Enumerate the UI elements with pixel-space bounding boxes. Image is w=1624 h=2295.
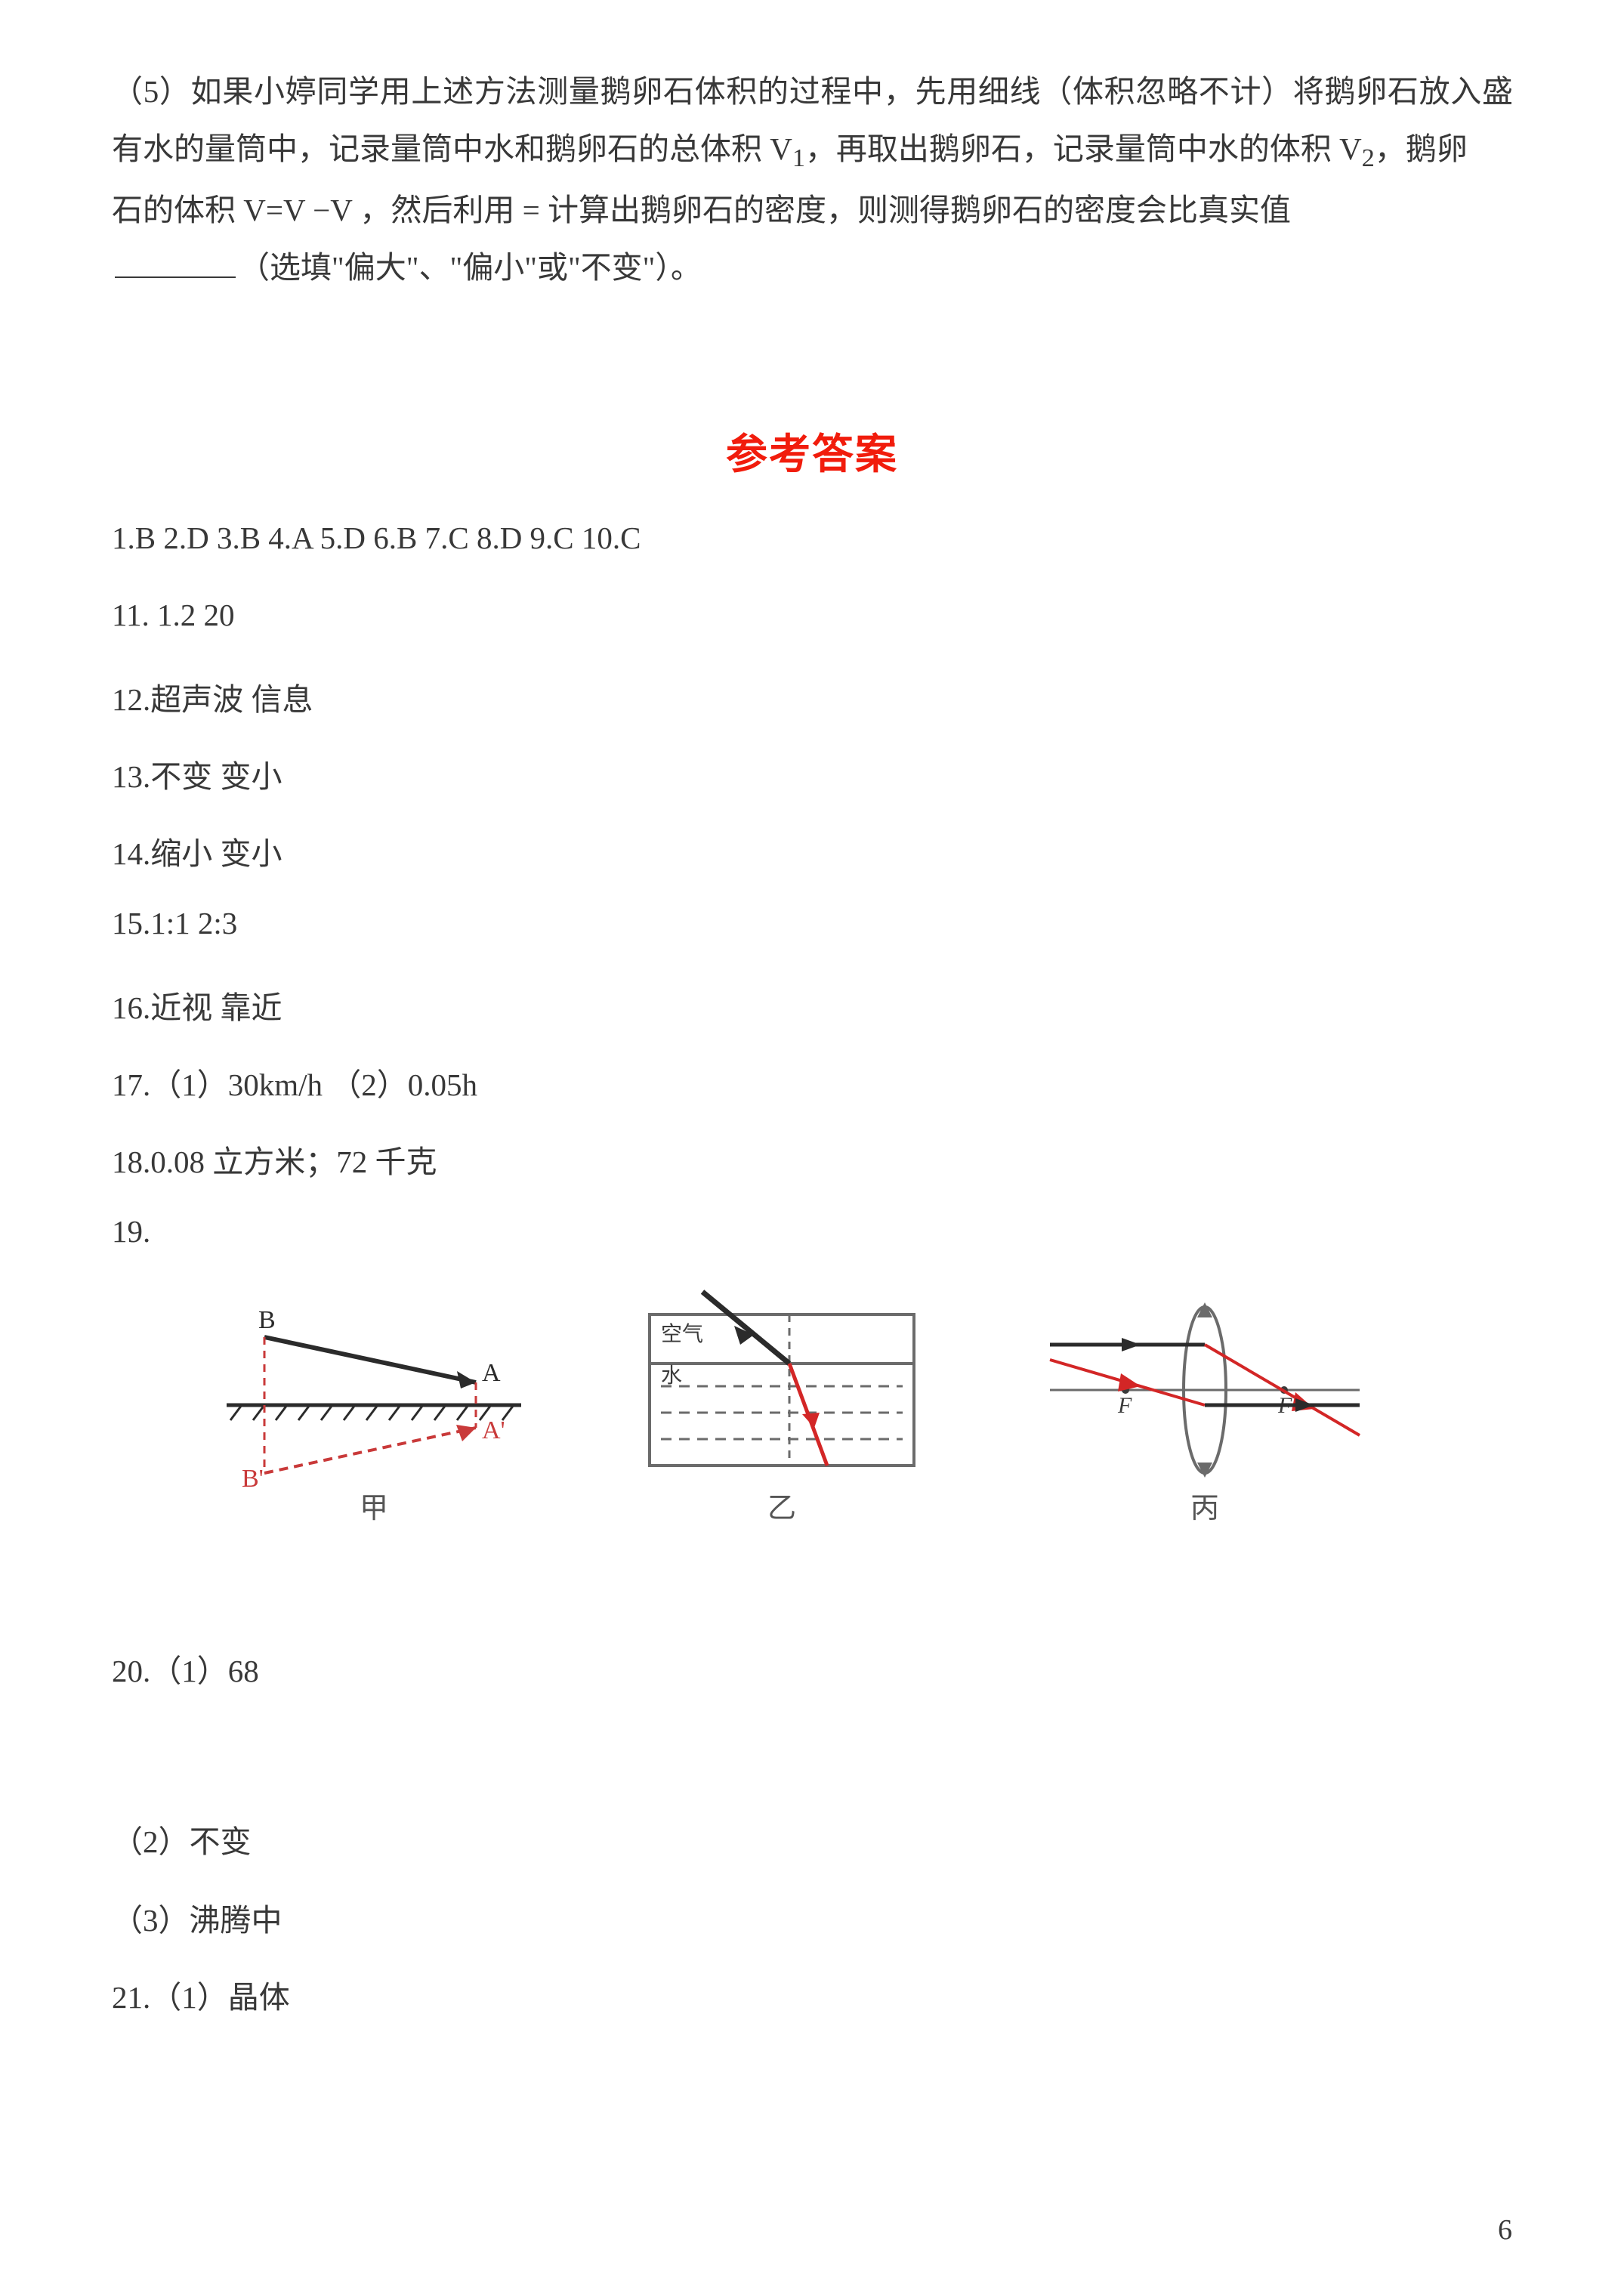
figure-bing-svg: F F bbox=[1042, 1284, 1367, 1496]
figB-caption: 乙 bbox=[619, 1484, 944, 1526]
answer-13: 13.不变 变小 bbox=[112, 751, 1513, 796]
answer-15: 15.1:1 2:3 bbox=[112, 905, 1513, 941]
figA-label-B: B bbox=[258, 1306, 276, 1334]
figures-container: B A B' A' 甲 bbox=[196, 1284, 1428, 1526]
answer-11: 11. 1.2 20 bbox=[112, 597, 1513, 633]
q5-part3: ，鹅卵 bbox=[1375, 131, 1468, 166]
answer-12: 12.超声波 信息 bbox=[112, 674, 1513, 719]
figC-caption: 丙 bbox=[1042, 1484, 1367, 1526]
figure-bing: F F 丙 bbox=[1042, 1284, 1367, 1526]
answer-20-2: （2）不变 bbox=[112, 1816, 1513, 1861]
figB-label-air: 空气 bbox=[661, 1322, 703, 1346]
q5-line2: 石的体积 V=V −V ，然后利用 = 计算出鹅卵石的密度，则测得鹅卵石的密度会… bbox=[112, 193, 1291, 227]
answer-16: 16.近视 靠近 bbox=[112, 982, 1513, 1027]
figure-yi: 空气 水 乙 bbox=[619, 1284, 944, 1526]
figA-caption: 甲 bbox=[196, 1484, 551, 1526]
q5-part2: ，再取出鹅卵石，记录量筒中水的体积 V bbox=[805, 131, 1362, 166]
figA-label-Ap: A' bbox=[482, 1416, 505, 1444]
figure-yi-svg: 空气 水 bbox=[619, 1284, 944, 1496]
page-number: 6 bbox=[1498, 2213, 1512, 2247]
q5-sub1: 1 bbox=[792, 144, 805, 172]
answer-20-1: 20.（1）68 bbox=[112, 1645, 1513, 1691]
figA-label-A: A bbox=[482, 1359, 501, 1387]
q5-sub2: 2 bbox=[1362, 144, 1375, 172]
answer-17: 17.（1）30km/h （2）0.05h bbox=[112, 1059, 1513, 1104]
figC-label-F1: F bbox=[1117, 1393, 1132, 1418]
answer-18: 18.0.08 立方米；72 千克 bbox=[112, 1136, 1513, 1181]
answer-20-3: （3）沸腾中 bbox=[112, 1895, 1513, 1940]
answer-21: 21.（1）晶体 bbox=[112, 1972, 1513, 2017]
answer-14: 14.缩小 变小 bbox=[112, 828, 1513, 873]
page-root: （5）如果小婷同学用上述方法测量鹅卵石体积的过程中，先用细线（体积忽略不计）将鹅… bbox=[0, 0, 1624, 2295]
question-5: （5）如果小婷同学用上述方法测量鹅卵石体积的过程中，先用细线（体积忽略不计）将鹅… bbox=[112, 63, 1513, 297]
figB-label-water: 水 bbox=[661, 1364, 682, 1388]
answer-19: 19. bbox=[112, 1213, 1513, 1249]
q5-blank bbox=[115, 276, 236, 278]
figure-jia: B A B' A' 甲 bbox=[196, 1284, 551, 1526]
figure-jia-svg: B A B' A' bbox=[196, 1284, 551, 1496]
answers-title: 参考答案 bbox=[0, 420, 1624, 480]
q5-line3: （选填"偏大"、"偏小"或"不变"）。 bbox=[239, 250, 702, 285]
answer-1-10: 1.B 2.D 3.B 4.A 5.D 6.B 7.C 8.D 9.C 10.C bbox=[112, 520, 1513, 556]
